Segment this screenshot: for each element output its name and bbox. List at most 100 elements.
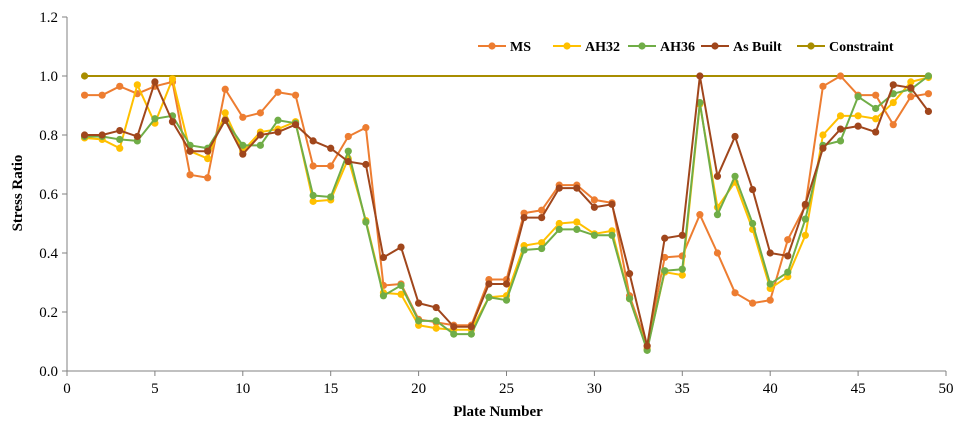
data-point-ms: [291, 91, 300, 99]
data-point-as-built: [907, 84, 915, 92]
data-point-as-built: [133, 132, 141, 141]
series-constraint: [80, 72, 933, 80]
data-point-ah36: [467, 330, 475, 338]
data-point-ah32: [555, 219, 563, 228]
data-point-ah36: [256, 141, 264, 149]
y-axis-title: Stress Ratio: [10, 155, 26, 232]
data-point-ms: [309, 162, 317, 170]
series-as-built: [80, 72, 933, 350]
series-ah32: [80, 73, 933, 353]
x-tick-label: 0: [63, 381, 71, 397]
data-point-ah36: [520, 246, 528, 254]
data-point-as-built: [309, 137, 317, 145]
data-point-ah36: [766, 280, 774, 288]
data-point-ah32: [221, 109, 229, 117]
data-point-ah32: [133, 81, 141, 89]
data-point-as-built: [854, 122, 862, 130]
data-point-as-built: [590, 203, 599, 211]
data-point-ah36: [608, 231, 616, 239]
legend-swatch-marker: [638, 42, 646, 50]
data-point-ah36: [274, 116, 282, 124]
data-point-ms: [362, 124, 370, 132]
y-tick-label: 0.4: [39, 246, 58, 262]
data-point-ah32: [116, 144, 124, 152]
data-point-as-built: [924, 107, 933, 115]
data-point-as-built: [415, 299, 423, 307]
y-tick-label: 1.0: [39, 69, 58, 85]
data-point-ah32: [907, 78, 915, 86]
data-point-ah32: [168, 75, 177, 83]
data-point-ms: [204, 174, 212, 182]
data-point-ah36: [661, 267, 669, 275]
data-point-as-built: [362, 160, 370, 169]
x-tick-label: 20: [411, 381, 426, 397]
data-point-ms: [274, 88, 282, 96]
data-point-ah36: [397, 281, 405, 290]
data-point-as-built: [256, 131, 264, 139]
data-point-as-built: [80, 131, 89, 139]
data-point-ms: [327, 162, 335, 170]
data-point-as-built: [696, 72, 704, 80]
data-point-ms: [836, 72, 845, 80]
data-point-ah32: [538, 239, 546, 247]
data-point-as-built: [713, 172, 722, 180]
data-point-as-built: [151, 78, 159, 86]
data-point-ms: [98, 91, 106, 99]
data-point-as-built: [872, 128, 880, 136]
data-point-as-built: [274, 128, 282, 136]
x-tick-label: 35: [675, 381, 690, 397]
data-point-ah36: [450, 330, 458, 338]
data-point-ms: [661, 253, 669, 262]
data-point-ms: [872, 91, 880, 99]
data-point-ah32: [836, 112, 845, 120]
data-point-ms: [221, 85, 229, 93]
data-point-ah36: [573, 225, 581, 233]
data-point-ah32: [854, 112, 862, 120]
data-point-as-built: [397, 243, 405, 251]
data-point-ah36: [731, 172, 739, 180]
series-ms: [80, 72, 933, 350]
series-ah36: [80, 72, 933, 354]
data-point-ah36: [784, 268, 792, 276]
data-point-as-built: [204, 147, 212, 155]
data-point-as-built: [608, 200, 616, 208]
data-point-ms: [80, 91, 89, 99]
data-point-ms: [907, 93, 915, 101]
data-point-ms: [344, 132, 352, 141]
data-point-as-built: [784, 252, 792, 260]
data-point-as-built: [502, 280, 511, 288]
data-point-ah32: [872, 115, 880, 123]
data-point-ah36: [924, 72, 933, 80]
data-point-ah36: [415, 317, 423, 325]
x-tick-label: 40: [763, 381, 778, 397]
y-tick-label: 0.6: [39, 187, 58, 203]
data-point-ms: [186, 171, 194, 179]
data-point-ms: [116, 82, 124, 90]
data-point-ah36: [432, 317, 440, 325]
data-point-ah32: [397, 290, 405, 298]
data-point-as-built: [379, 253, 388, 262]
data-point-ms: [713, 249, 722, 257]
data-point-constraint: [80, 72, 89, 80]
data-point-ah36: [239, 141, 247, 149]
data-point-ah36: [555, 225, 563, 233]
data-point-ah32: [573, 218, 581, 226]
axes: 0.0 0.2 0.4 0.6 0.8 1.0 1.2 0 5 10 15 20 25 30 35 40 45 5…: [39, 10, 953, 397]
data-point-as-built: [344, 157, 352, 166]
y-tick-label: 1.2: [39, 10, 58, 26]
series-line-ms: [84, 75, 929, 347]
data-point-ah32: [819, 131, 827, 139]
data-point-as-built: [116, 126, 124, 135]
legend-label: AH32: [585, 40, 620, 55]
data-point-as-built: [485, 280, 493, 288]
data-point-as-built: [678, 231, 686, 239]
data-point-ah36: [678, 265, 686, 273]
data-point-ms: [239, 113, 247, 121]
data-point-as-built: [538, 214, 546, 222]
x-tick-label: 15: [323, 381, 338, 397]
data-point-ah32: [309, 197, 317, 205]
x-tick-label: 30: [587, 381, 602, 397]
data-point-as-built: [643, 342, 651, 350]
data-point-as-built: [168, 118, 177, 126]
